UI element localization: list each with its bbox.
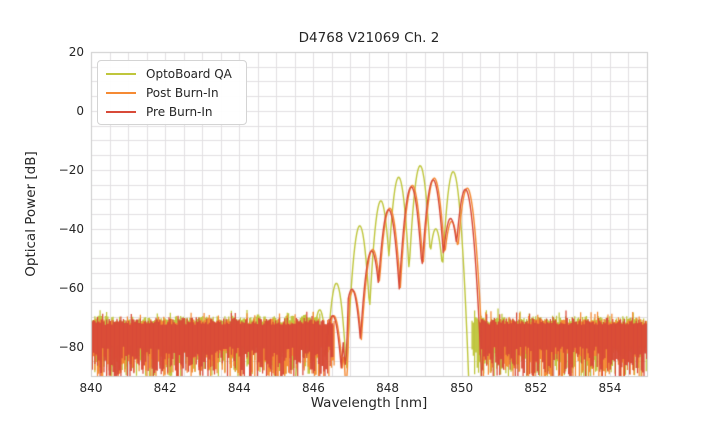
x-tick-label: 850 [450, 381, 474, 395]
x-tick-label: 848 [376, 381, 399, 395]
x-axis-label: Wavelength [nm] [310, 395, 428, 411]
y-tick-label: −40 [58, 221, 84, 236]
x-tick-label: 852 [524, 381, 548, 395]
x-tick-label: 842 [153, 381, 177, 395]
legend-line-swatch [106, 110, 136, 113]
legend-label: Post Burn-In [146, 85, 219, 100]
y-tick-label: 20 [68, 45, 84, 59]
x-tick-label: 846 [301, 381, 325, 395]
y-tick-label: −20 [58, 162, 84, 177]
x-tick-label: 840 [79, 381, 103, 395]
y-tick-label: −60 [58, 280, 84, 295]
legend-item: Pre Burn-In [98, 102, 246, 121]
legend-label: Pre Burn-In [146, 104, 213, 119]
y-tick-label: −80 [58, 339, 84, 354]
chart-title: D4768 V21069 Ch. 2 [298, 30, 440, 46]
legend-item: OptoBoard QA [98, 64, 246, 83]
legend-label: OptoBoard QA [146, 66, 232, 81]
legend: OptoBoard QA Post Burn-In Pre Burn-In [97, 60, 247, 125]
legend-item: Post Burn-In [98, 83, 246, 102]
y-tick-label: 0 [76, 103, 84, 118]
x-tick-label: 854 [598, 381, 622, 395]
y-axis-label: Optical Power [dB] [23, 151, 39, 277]
legend-line-swatch [106, 91, 136, 94]
legend-line-swatch [106, 72, 136, 75]
x-tick-label: 844 [227, 381, 251, 395]
